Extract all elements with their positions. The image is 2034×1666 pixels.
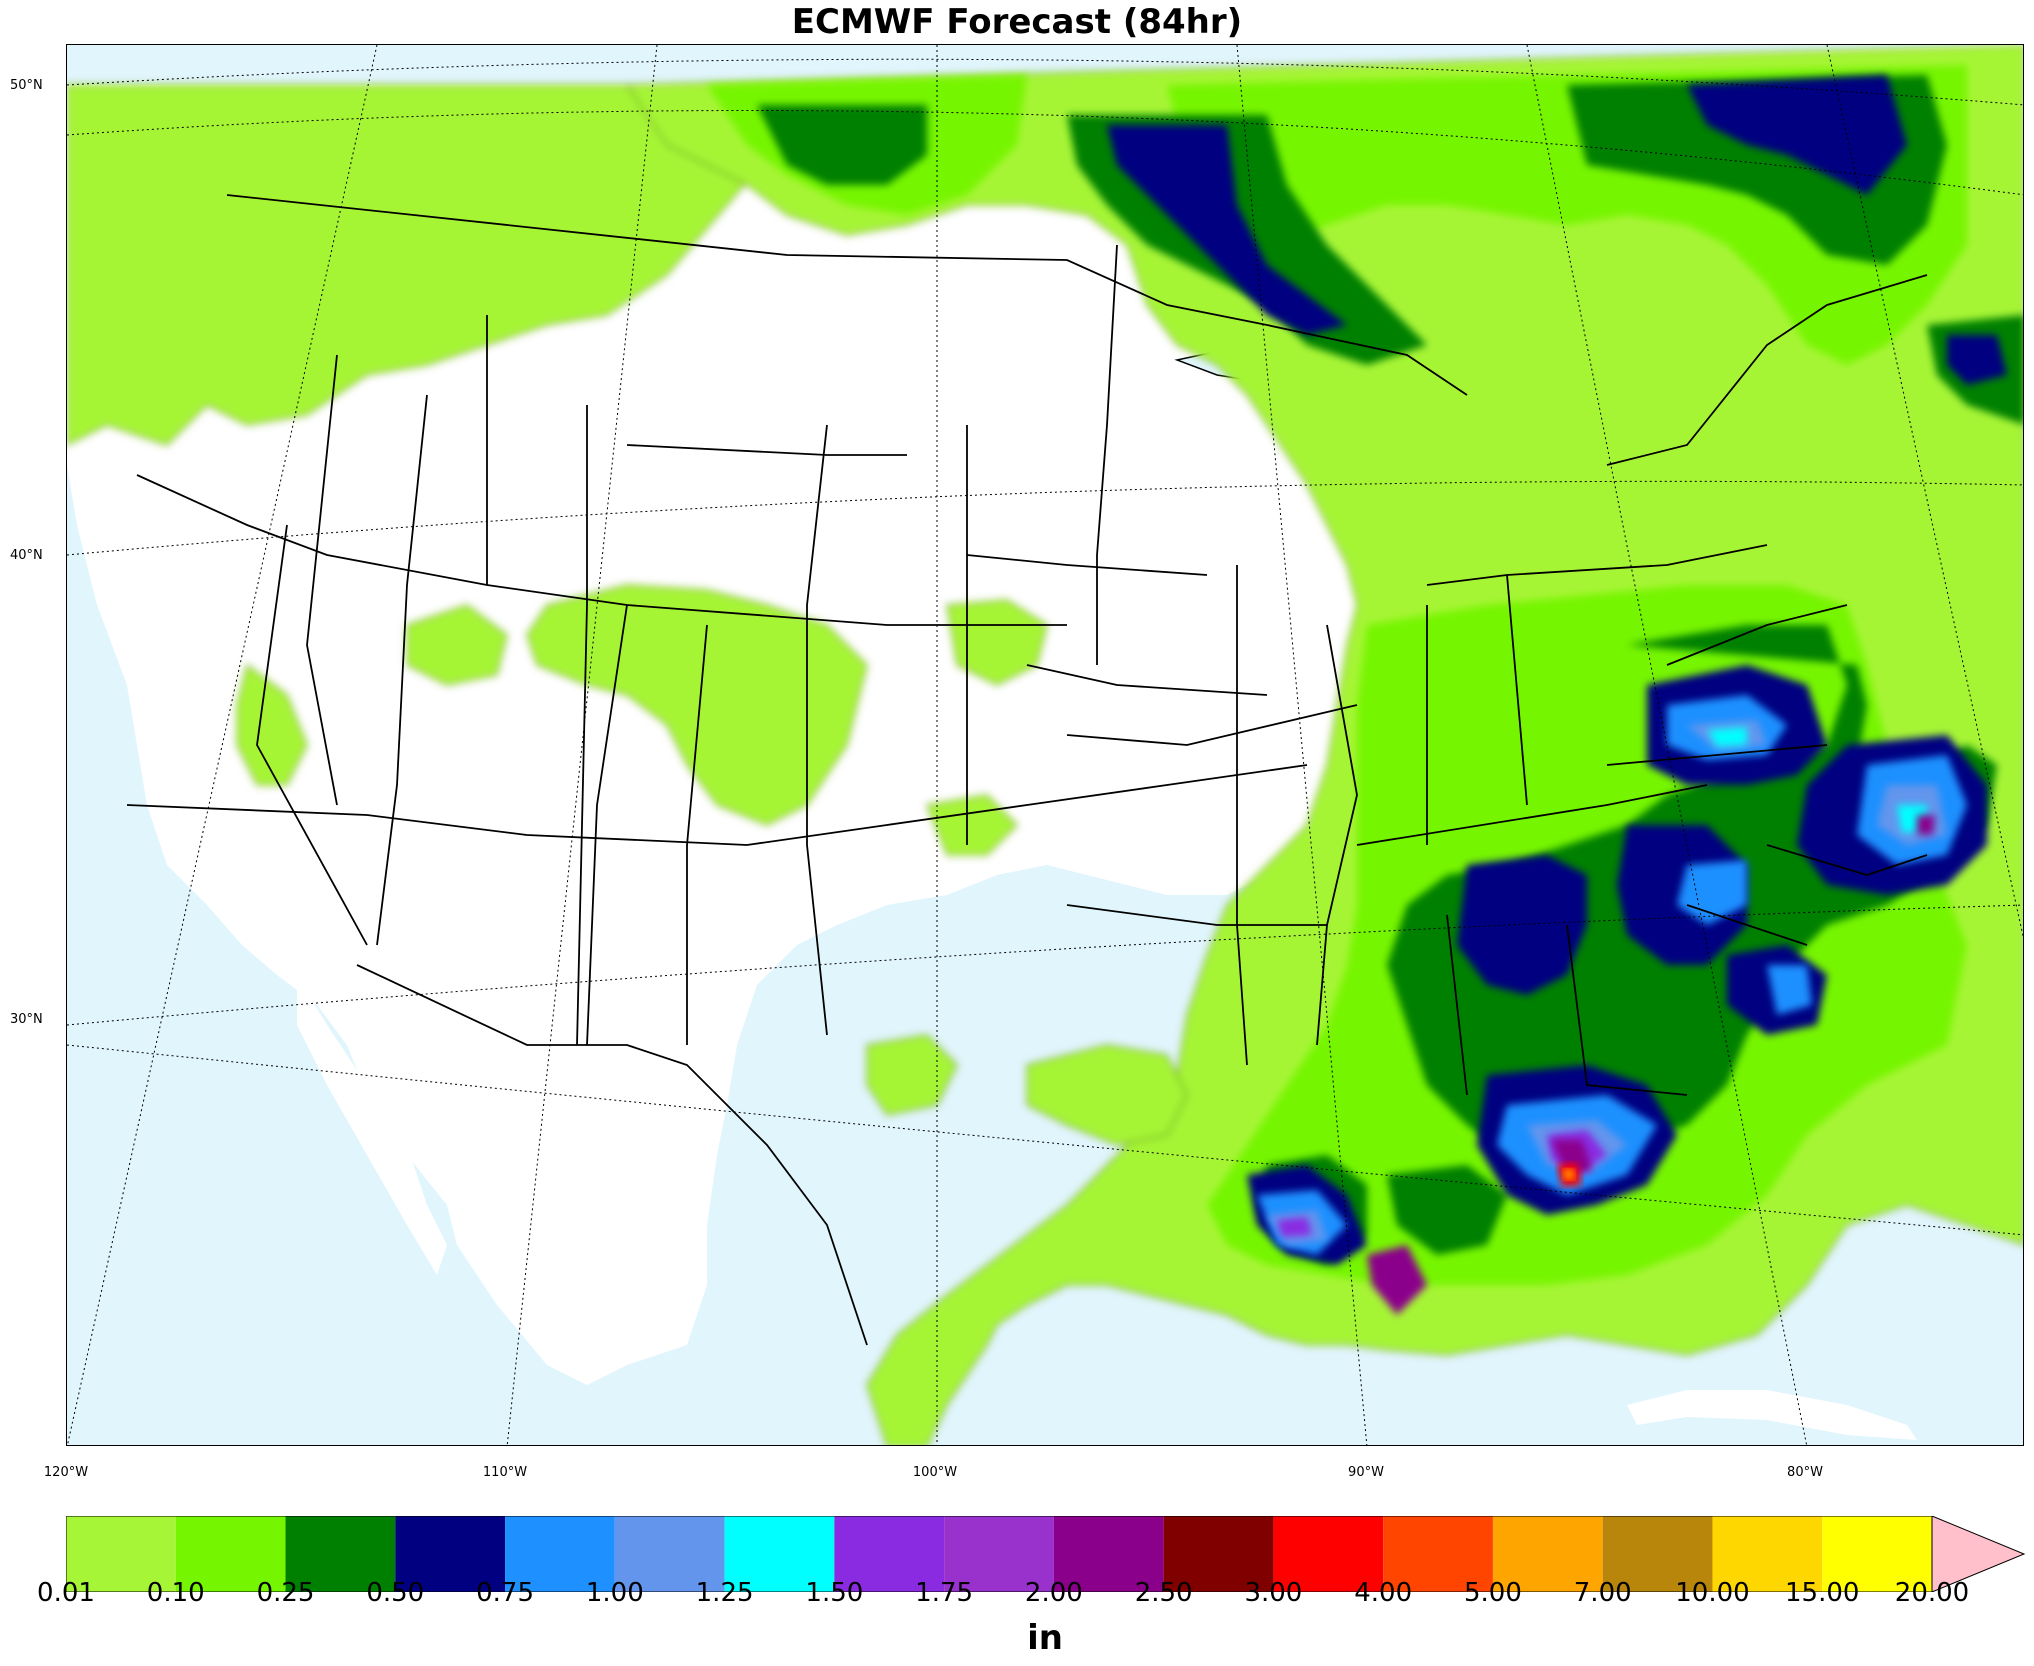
precip-5.00: [1563, 1169, 1575, 1180]
colorbar-box: [834, 1516, 945, 1592]
colorbar-box: [1492, 1516, 1603, 1592]
colorbar-box: [1383, 1516, 1493, 1592]
colorbar-units: in: [1027, 1618, 1063, 1658]
colorbar-tick-label: 15.00: [1785, 1578, 1860, 1608]
lat-label-50: 50°N: [10, 78, 43, 93]
map-title: ECMWF Forecast (84hr): [791, 2, 1243, 42]
colorbar: [66, 1516, 2026, 1592]
lon-label-80w: 80°W: [1787, 1465, 1823, 1480]
precip-2.00: [1367, 815, 1935, 1315]
colorbar-box: [395, 1516, 506, 1592]
lon-label-100w: 100°W: [912, 1465, 958, 1480]
colorbar-tick-label: 0.75: [476, 1578, 534, 1608]
colorbar-tick-label: 4.00: [1354, 1578, 1413, 1608]
colorbar-box: [1822, 1516, 1932, 1592]
colorbar-tick-label: 1.25: [695, 1578, 754, 1608]
colorbar-tick-label: 7.00: [1573, 1578, 1632, 1608]
colorbar-box: [1273, 1516, 1384, 1592]
colorbar-tick-label: 0.50: [366, 1578, 425, 1608]
colorbar-box: [944, 1516, 1054, 1592]
lat-label-30: 30°N: [10, 1012, 43, 1027]
cuba: [1627, 1390, 1917, 1440]
colorbar-tick-label: 10.00: [1675, 1578, 1750, 1608]
lon-label-110w: 110°W: [482, 1465, 528, 1480]
colorbar-tick-label: 20.00: [1894, 1578, 1970, 1608]
baja-california: [297, 975, 447, 1275]
colorbar-tick-label: 0.10: [146, 1578, 205, 1608]
graticule: [67, 45, 2023, 1445]
colorbar-tick-label: 2.00: [1024, 1578, 1083, 1608]
map-canvas: [67, 45, 2023, 1445]
colorbar-box: [1163, 1516, 1274, 1592]
colorbar-tick-label: 2.50: [1134, 1578, 1193, 1608]
colorbar-tick-label: 0.25: [256, 1578, 315, 1608]
lat-label-40: 40°N: [10, 548, 43, 563]
lon-label-120w: 120°W: [43, 1465, 89, 1480]
colorbar-box: [505, 1516, 615, 1592]
precipitation-map: [66, 44, 2024, 1446]
colorbar-frame: [66, 1516, 1933, 1592]
colorbar-box: [1602, 1516, 1713, 1592]
lon-label-90w: 90°W: [1348, 1465, 1384, 1480]
colorbar-box: [724, 1516, 835, 1592]
colorbar-tick-label: 1.00: [585, 1578, 644, 1608]
colorbar-tick-label: 1.50: [805, 1578, 864, 1608]
colorbar-box: [614, 1516, 725, 1592]
colorbar-tick-label: 1.75: [915, 1578, 974, 1608]
political-boundaries: [126, 194, 1928, 1346]
colorbar-tick-label: 5.00: [1463, 1578, 1522, 1608]
colorbar-box: [1712, 1516, 1823, 1592]
colorbar-box: [1053, 1516, 1164, 1592]
colorbar-box: [175, 1516, 286, 1592]
colorbar-box: [285, 1516, 396, 1592]
colorbar-tick-label: 3.00: [1244, 1578, 1303, 1608]
colorbar-tick-label: 0.01: [37, 1578, 95, 1608]
colorbar-box: [66, 1516, 176, 1592]
